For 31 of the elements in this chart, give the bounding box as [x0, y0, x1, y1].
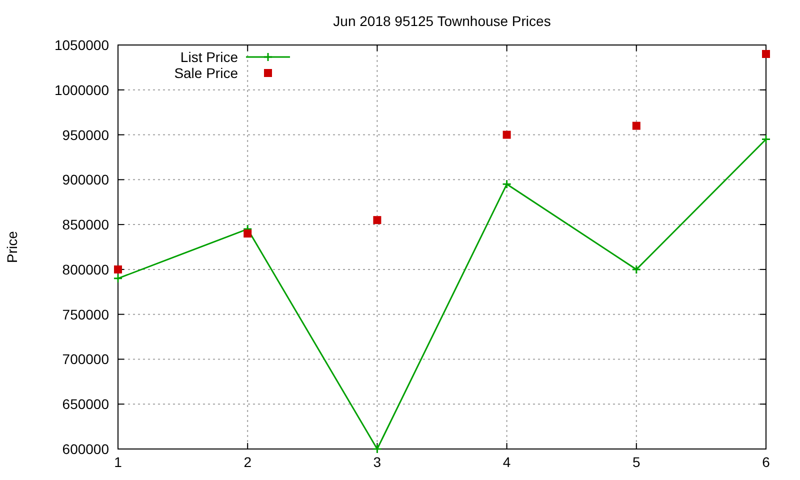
y-tick-label: 750000	[62, 306, 110, 322]
y-tick-label: 850000	[62, 216, 110, 233]
y-axis-title: Price	[4, 230, 20, 263]
point	[244, 230, 252, 238]
y-tick-label: 1050000	[54, 37, 110, 53]
point	[762, 50, 770, 58]
x-tick-label: 2	[244, 454, 252, 470]
y-tick-label: 800000	[62, 261, 110, 278]
point	[502, 130, 511, 139]
y-tick-label: 1000000	[54, 82, 110, 98]
point	[761, 134, 771, 144]
chart-title: Jun 2018 95125 Townhouse Prices	[333, 13, 551, 29]
y-tick-label: 950000	[62, 126, 110, 143]
point	[113, 274, 123, 284]
x-tick-label: 3	[373, 454, 382, 470]
point	[373, 216, 382, 224]
y-tick-label: 900000	[62, 172, 110, 188]
x-tick-label: 6	[762, 454, 770, 470]
y-tick-label: 600000	[62, 441, 110, 457]
point	[632, 264, 642, 274]
point	[502, 179, 512, 189]
y-tick-label: 650000	[62, 396, 110, 412]
y-tick-label: 700000	[62, 351, 110, 368]
x-tick-label: 5	[632, 454, 640, 470]
legend-label: List Price	[180, 49, 238, 65]
x-tick-label: 1	[114, 454, 122, 470]
x-tick-label: 4	[502, 454, 511, 470]
point	[632, 122, 640, 130]
legend-label: Sale Price	[174, 65, 238, 81]
point	[372, 444, 382, 454]
point	[114, 265, 122, 274]
